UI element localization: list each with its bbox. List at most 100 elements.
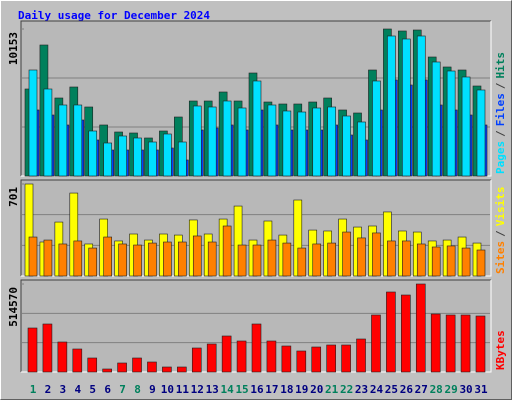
bar xyxy=(446,245,456,277)
bar xyxy=(58,243,68,277)
x-tick-label: 25 xyxy=(385,383,398,396)
x-tick-label: 31 xyxy=(474,383,488,396)
bar xyxy=(282,110,292,177)
bar xyxy=(28,69,38,177)
bar xyxy=(118,243,127,277)
bar xyxy=(326,344,336,373)
x-tick-label: 13 xyxy=(206,383,219,396)
bar xyxy=(387,35,396,177)
bar xyxy=(327,242,336,277)
bar xyxy=(430,313,441,373)
legend-entry: Visits xyxy=(494,187,507,227)
bar xyxy=(103,142,112,177)
bar xyxy=(297,247,307,277)
bar xyxy=(311,346,322,373)
x-tick-label: 29 xyxy=(445,383,458,396)
legend-entry: Hits xyxy=(494,52,507,79)
bar xyxy=(236,340,247,373)
legend: Sites / Visits xyxy=(494,187,507,275)
bar xyxy=(133,137,142,177)
x-tick-label: 8 xyxy=(134,383,141,396)
legend: KBytes xyxy=(494,330,507,370)
bar xyxy=(372,232,381,277)
bar xyxy=(222,225,232,277)
bar xyxy=(192,105,202,177)
x-tick-label: 6 xyxy=(104,383,111,396)
bar xyxy=(327,106,336,177)
chart-title: Daily usage for December 2024 xyxy=(18,9,210,22)
bar xyxy=(221,335,232,373)
bar xyxy=(387,240,396,277)
x-tick-label: 17 xyxy=(265,383,278,396)
bar xyxy=(207,106,217,177)
bar xyxy=(252,80,262,177)
bar xyxy=(88,130,98,177)
bar xyxy=(206,343,217,373)
x-tick-label: 26 xyxy=(400,383,414,396)
bar xyxy=(401,294,411,373)
bar xyxy=(402,240,411,277)
panel-bevel-dark xyxy=(20,279,491,372)
x-tick-label: 14 xyxy=(221,383,235,396)
legend: Pages / Files / Hits xyxy=(494,52,507,174)
bar xyxy=(222,100,232,177)
legend-entry: Pages xyxy=(494,141,507,174)
bar xyxy=(357,121,366,177)
bar xyxy=(58,104,68,177)
bar xyxy=(72,348,83,373)
x-tick-label: 7 xyxy=(119,383,126,396)
bar xyxy=(416,35,426,177)
bar xyxy=(372,80,381,177)
bar xyxy=(57,341,68,373)
y-max-label: 514570 xyxy=(7,287,20,327)
x-tick-label: 27 xyxy=(415,383,428,396)
bar xyxy=(132,357,142,373)
bar xyxy=(461,76,471,177)
bar xyxy=(133,244,142,277)
bar xyxy=(312,243,322,277)
bar xyxy=(103,236,112,277)
bar xyxy=(148,141,157,177)
x-tick-label: 16 xyxy=(250,383,264,396)
bar xyxy=(192,235,202,277)
x-tick-label: 20 xyxy=(310,383,323,396)
bar xyxy=(386,291,396,373)
bar xyxy=(237,244,247,277)
bar xyxy=(207,241,217,277)
bar xyxy=(178,241,187,277)
x-tick-label: 1 xyxy=(30,383,37,396)
bar xyxy=(312,107,322,177)
y-max-label: 10153 xyxy=(7,32,20,65)
bar xyxy=(73,104,83,177)
bar xyxy=(402,38,411,177)
bar xyxy=(460,314,471,373)
bar xyxy=(178,141,187,177)
bar xyxy=(282,242,292,277)
legend-entry: KBytes xyxy=(494,330,507,370)
bar xyxy=(237,107,247,177)
bar xyxy=(28,236,38,277)
bar xyxy=(297,111,307,177)
x-tick-label: 4 xyxy=(74,383,81,396)
bar xyxy=(27,327,38,373)
bar xyxy=(476,249,486,277)
bar xyxy=(475,315,486,373)
x-tick-label: 11 xyxy=(176,383,190,396)
x-tick-label: 18 xyxy=(280,383,293,396)
bar xyxy=(342,231,351,277)
bar xyxy=(416,243,426,277)
bar xyxy=(445,314,456,373)
x-tick-label: 23 xyxy=(355,383,368,396)
bar xyxy=(147,361,157,373)
panel-bevel-dark xyxy=(20,179,491,276)
bar xyxy=(73,240,83,277)
legend-entry: Files xyxy=(494,93,507,126)
bar xyxy=(296,350,307,373)
bar xyxy=(431,246,441,277)
bar xyxy=(177,366,187,373)
x-tick-label: 9 xyxy=(149,383,156,396)
y-max-label: 701 xyxy=(7,187,20,207)
bar xyxy=(476,89,486,177)
bar xyxy=(251,323,262,373)
